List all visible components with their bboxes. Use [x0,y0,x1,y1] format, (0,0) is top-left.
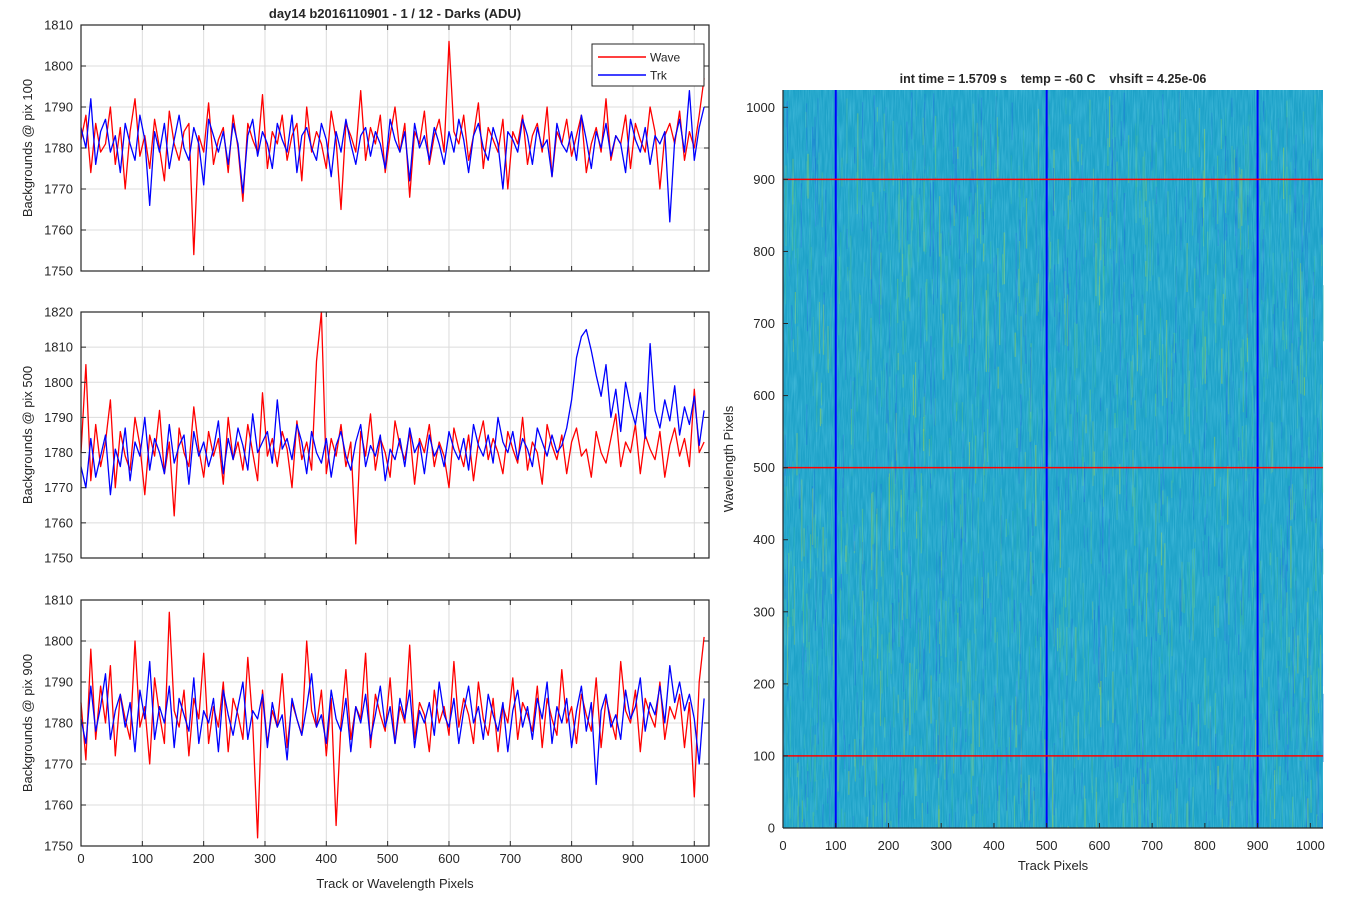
chart-title: int time = 1.5709 s temp = -60 C vhsift … [900,72,1207,86]
x-tick-label: 200 [878,838,900,853]
y-axis-label: Backgrounds @ pix 900 [20,654,35,792]
axes-frame [80,311,710,559]
series-line-trk [80,660,705,786]
heatmap-chart: 0 100 200 300 400 500 600 700 800 900 1000 0 100 200 3… [721,72,1325,873]
y-tick-label: 700 [753,316,775,331]
x-tick-label: 300 [930,838,952,853]
legend-label-wave: Wave [650,51,681,65]
y-tick-label: 1770 [44,182,73,197]
y-tick-label: 1780 [44,716,73,731]
y-tick-label: 1760 [44,223,73,238]
x-tick-label: 900 [1247,838,1269,853]
y-tick-label: 1810 [44,340,73,355]
legend-box [591,43,705,87]
y-tick-label: 1800 [44,375,73,390]
x-tick-label: 800 [1194,838,1216,853]
y-tick-label: 1790 [44,100,73,115]
line-chart-pix-500: 1750 1760 1770 1780 1790 1800 1810 1820 Backgrou… [20,305,710,566]
y-tick-label: 1800 [44,634,73,649]
x-tick-label: 300 [254,851,276,866]
plot-area [81,312,709,558]
x-tick-label: 500 [377,851,399,866]
chart-title: day14 b2016110901 - 1 / 12 - Darks (ADU) [269,6,521,21]
y-tick-label: 1810 [44,18,73,33]
x-tick-label: 900 [622,851,644,866]
y-tick-label: 1770 [44,480,73,495]
line-chart-pix-900: 0 100 200 300 400 500 600 700 800 900 1000 1750 1760… [20,593,710,891]
x-tick-label: 1000 [680,851,709,866]
y-tick-label: 600 [753,388,775,403]
x-tick-label: 700 [499,851,521,866]
x-tick-label: 600 [438,851,460,866]
x-tick-label: 600 [1089,838,1111,853]
y-tick-label: 0 [768,821,775,836]
y-tick-label: 400 [753,532,775,547]
x-tick-label: 700 [1141,838,1163,853]
y-tick-label: 900 [753,172,775,187]
y-tick-label: 1810 [44,593,73,608]
x-axis-label: Track or Wavelength Pixels [316,876,474,891]
y-tick-label: 800 [753,244,775,259]
y-axis-label: Backgrounds @ pix 500 [20,366,35,504]
y-tick-label: 200 [753,676,775,691]
heatmap-cell-streak [1322,693,1324,762]
legend-label-trk: Trk [650,69,668,83]
x-tick-label: 100 [131,851,153,866]
y-tick-label: 1760 [44,798,73,813]
y-tick-label: 1800 [44,59,73,74]
x-tick-label: 200 [193,851,215,866]
y-tick-label: 1780 [44,141,73,156]
y-tick-label: 500 [753,460,775,475]
y-axis-label: Backgrounds @ pix 100 [20,79,35,217]
y-tick-label: 100 [753,748,775,763]
y-tick-label: 1750 [44,551,73,566]
series-line-wave [80,611,705,839]
y-tick-label: 1820 [44,305,73,320]
y-tick-label: 1780 [44,445,73,460]
y-tick-label: 1790 [44,675,73,690]
y-tick-label: 1750 [44,264,73,279]
heatmap-cell-streak [1322,285,1324,342]
x-tick-label: 0 [77,851,84,866]
series-line-wave [80,311,705,545]
y-tick-label: 1790 [44,410,73,425]
y-tick-label: 300 [753,604,775,619]
heatmap-texture [783,90,1323,828]
series-line-trk [80,89,705,223]
x-axis-label: Track Pixels [1018,858,1089,873]
x-tick-label: 400 [315,851,337,866]
y-tick-label: 1770 [44,757,73,772]
x-tick-label: 1000 [1296,838,1325,853]
x-tick-label: 100 [825,838,847,853]
series-line-trk [80,328,705,496]
x-tick-label: 0 [779,838,786,853]
y-tick-label: 1750 [44,839,73,854]
line-chart-pix-100: 1750 1760 1770 1780 1790 1800 1810 Backgrounds … [20,6,710,279]
y-tick-label: 1000 [746,100,775,115]
x-tick-label: 400 [983,838,1005,853]
y-tick-label: 1760 [44,515,73,530]
y-axis-label: Wavelength Pixels [721,405,736,512]
x-tick-label: 500 [1036,838,1058,853]
series-line-wave [80,40,705,256]
x-tick-label: 800 [561,851,583,866]
